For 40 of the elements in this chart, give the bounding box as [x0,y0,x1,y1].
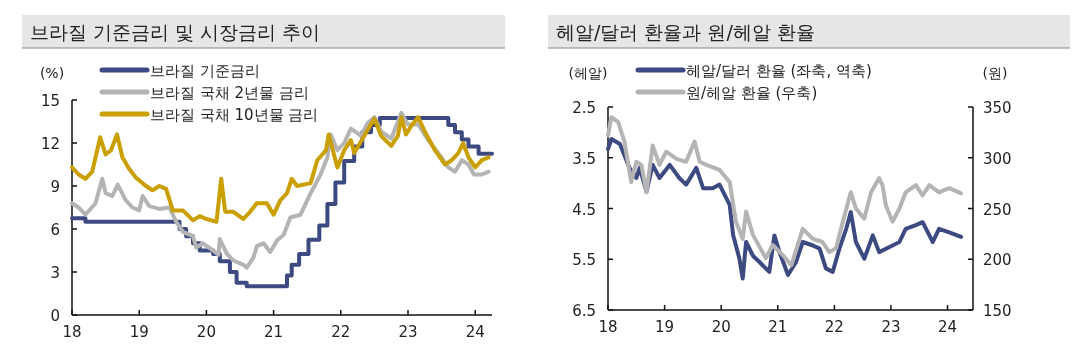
x-tick-label: 22 [331,323,351,341]
y-tick-label: 3.5 [572,149,596,168]
y2-tick-label: 350 [983,99,1012,117]
x-tick-label: 24 [937,318,958,336]
chart-title: 헤알/달러 환율과 원/헤알 환율 [556,21,815,43]
x-tick-label: 20 [196,323,216,341]
legend-label: 브라질 국채 10년물 금리 [150,106,319,124]
y2-axis-title: (원) [982,65,1008,81]
y-tick-label: 2.5 [572,99,596,117]
y-axis-title: (%) [39,65,65,81]
x-tick-label: 18 [62,323,82,341]
y2-tick-label: 300 [983,149,1012,168]
y-tick-label: 4.5 [572,200,596,219]
x-tick-label: 19 [655,318,675,336]
x-tick-label: 23 [881,318,901,336]
x-tick-label: 18 [598,318,618,336]
y-tick-label: 3 [50,264,60,282]
legend-label: 브라질 기준금리 [150,62,260,80]
chart-title: 브라질 기준금리 및 시장금리 추이 [30,21,321,43]
legend-label: 헤알/달러 환율 (좌축, 역축) [686,62,872,80]
x-tick-label: 22 [824,318,844,336]
y2-tick-label: 250 [983,200,1012,219]
y2-tick-label: 200 [983,251,1012,270]
y-tick-label: 12 [40,135,60,153]
x-tick-label: 19 [129,323,149,341]
y-axis-title: (헤알) [568,65,608,81]
y-tick-label: 6.5 [572,302,596,320]
x-tick-label: 23 [398,323,418,341]
legend-label: 원/헤알 환율 (우축) [686,84,818,102]
y-tick-label: 6 [50,221,60,239]
x-tick-label: 21 [264,323,284,341]
y-tick-label: 15 [40,92,60,110]
x-tick-label: 20 [711,318,731,336]
y-tick-label: 0 [50,307,60,325]
legend-label: 브라질 국채 2년물 금리 [150,84,309,102]
y-tick-label: 9 [50,178,60,196]
y-tick-label: 5.5 [572,251,596,270]
x-tick-label: 24 [465,323,485,341]
y2-tick-label: 150 [983,302,1012,320]
x-tick-label: 21 [768,318,788,336]
